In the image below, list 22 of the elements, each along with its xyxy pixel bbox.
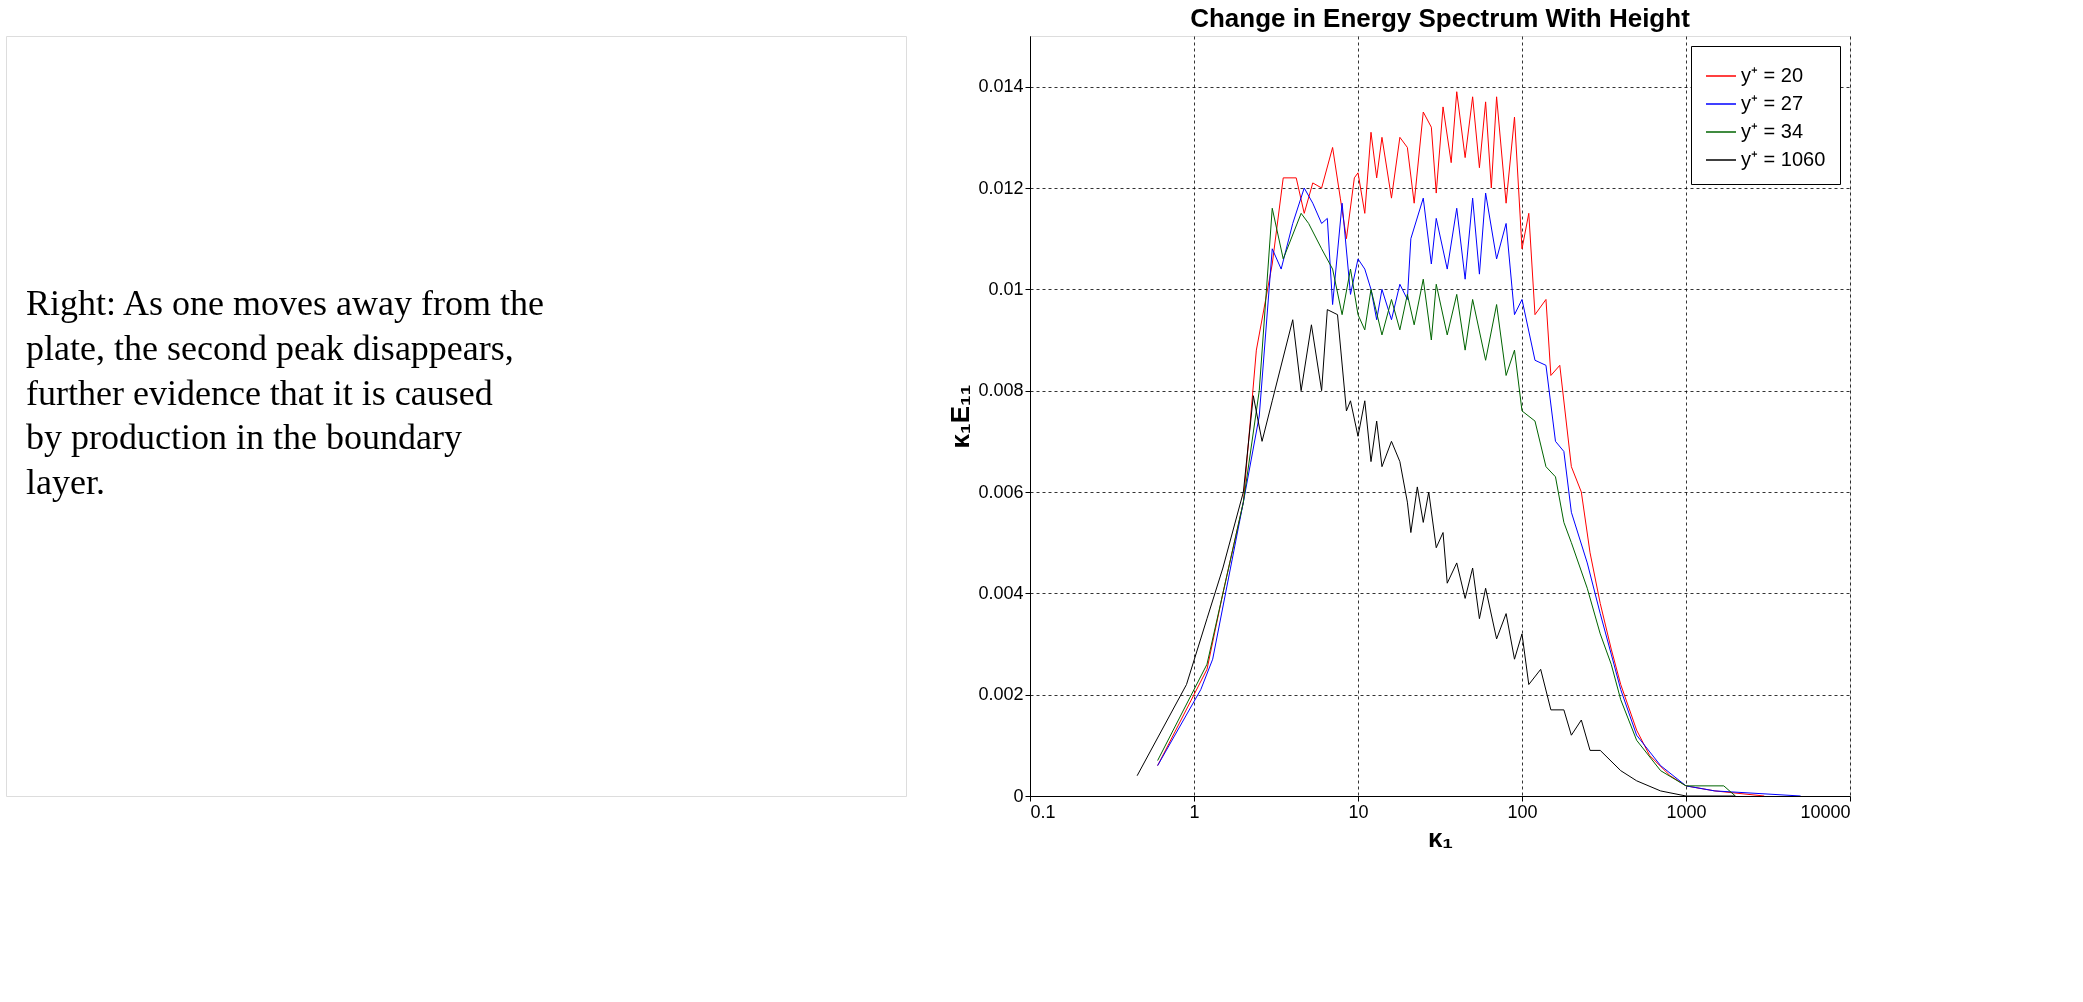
x-tick-label: 1: [1189, 801, 1200, 822]
x-axis-title: κ₁: [1427, 822, 1454, 853]
x-tick-label: 1000: [1666, 801, 1707, 822]
legend-label: y⁺ = 20: [1741, 64, 1804, 86]
chart-title: Change in Energy Spectrum With Height: [1190, 3, 1691, 33]
text: Right: As one moves away from the plate, the second peak disappears, further evidence that it is caused by production in the boundary layer.: [26, 283, 544, 503]
y-tick-label: 0.01: [988, 278, 1024, 299]
x-tick-label: 0.1: [1030, 801, 1056, 822]
y-tick-label: 0.012: [978, 177, 1024, 198]
y-tick-label: 0.006: [978, 481, 1024, 502]
x-tick-label: 10: [1348, 801, 1369, 822]
legend-label: y⁺ = 27: [1741, 92, 1804, 114]
legend-label: y⁺ = 1060: [1741, 148, 1826, 170]
y-tick-label: 0.004: [978, 582, 1024, 603]
y-tick-label: 0: [1013, 785, 1024, 806]
y-tick-label: 0.014: [978, 76, 1024, 97]
y-tick-label: 0.008: [978, 380, 1024, 401]
y-axis-title: κ₁E₁₁: [945, 384, 976, 449]
legend-label: y⁺ = 34: [1741, 120, 1804, 142]
y-tick-label: 0.002: [978, 684, 1024, 705]
x-tick-label: 100: [1507, 801, 1538, 822]
x-tick-label: 10000: [1800, 801, 1851, 822]
